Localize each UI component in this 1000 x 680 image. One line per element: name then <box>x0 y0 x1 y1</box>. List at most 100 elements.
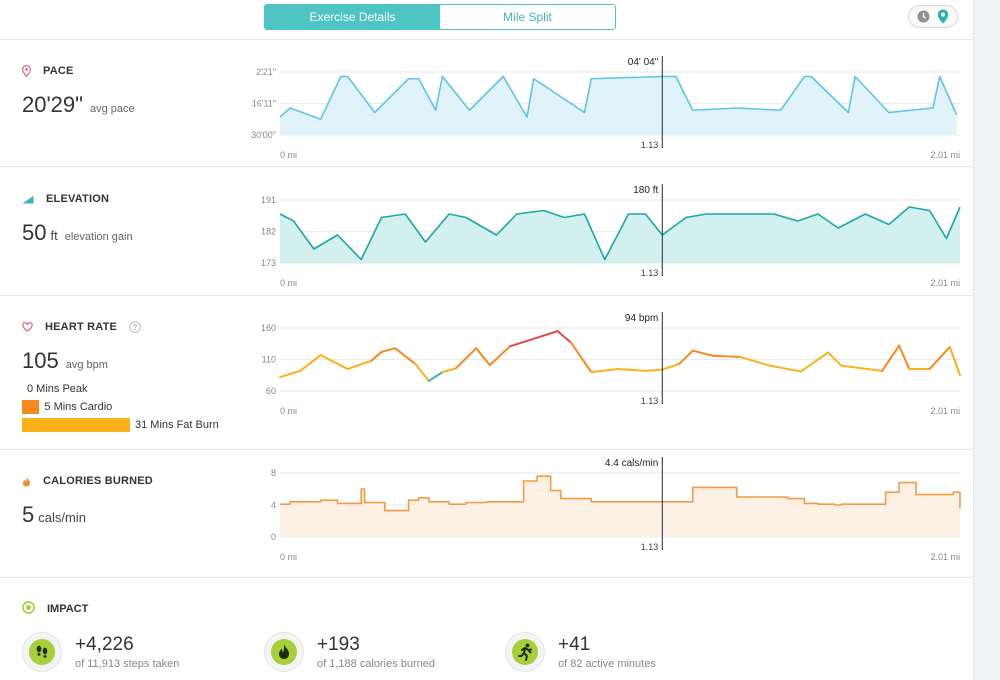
divider <box>0 166 973 167</box>
heart-rate-header: HEART RATE ? <box>22 321 141 333</box>
heart_rate-cursor-x-label: 1.13 <box>641 396 659 406</box>
heart-rate-line-segment <box>881 344 901 372</box>
heart-rate-line-segment <box>370 350 383 362</box>
location-pin-icon <box>22 65 31 77</box>
tab-bar: Exercise Details Mile Split <box>264 4 616 30</box>
flame-icon <box>22 476 31 487</box>
zone-cardio-bar <box>22 400 40 414</box>
calories-impact-sub: of 1,188 calories burned <box>317 658 436 670</box>
heart_rate-y-tick: 160 <box>261 323 276 333</box>
calories-stat: 5 cals/min <box>22 502 86 528</box>
elevation-title: ELEVATION <box>46 193 110 205</box>
heart-rate-line-segment <box>542 330 559 337</box>
map-pin-icon[interactable] <box>937 9 949 24</box>
elevation-x-start: 0 mi <box>280 278 297 288</box>
zone-cardio: 5 Mins Cardio <box>22 398 219 416</box>
clock-icon[interactable] <box>917 10 930 23</box>
heart_rate-x-end: 2.01 mi <box>930 406 960 416</box>
zone-fat-burn-label: 31 Mins Fat Burn <box>135 419 219 431</box>
elevation-stat: 50 ft elevation gain <box>22 220 133 246</box>
zone-fat-burn: 31 Mins Fat Burn <box>22 416 219 434</box>
heart-rate-line-segment <box>319 354 349 370</box>
heart-rate-line-segment <box>769 364 802 373</box>
heart-rate-line-segment <box>441 367 457 374</box>
heart-rate-line-segment <box>488 345 512 367</box>
elevation-header: ELEVATION <box>22 193 109 205</box>
heart-rate-line-segment <box>644 368 664 372</box>
pace-area <box>280 76 957 135</box>
help-icon[interactable]: ? <box>129 321 141 333</box>
heart-rate-line-segment <box>898 344 911 370</box>
pace-y-tick: 30'00" <box>251 130 276 140</box>
heart-icon <box>22 322 33 332</box>
elevation-line <box>279 206 961 261</box>
calories-cursor-label: 4.4 cals/min <box>605 458 658 469</box>
calories-x-start: 0 mi <box>280 552 297 562</box>
elevation-area <box>280 207 960 263</box>
heart_rate-y-tick: 110 <box>262 355 276 365</box>
heart-rate-line-segment <box>928 345 951 370</box>
tab-exercise-details[interactable]: Exercise Details <box>265 5 440 29</box>
heart-rate-line-segment <box>739 355 772 367</box>
pace-title: PACE <box>43 65 74 77</box>
impact-title: IMPACT <box>47 603 89 615</box>
heart-rate-line-segment <box>678 349 694 365</box>
calories-line <box>280 475 961 512</box>
calories-area <box>280 476 960 537</box>
elevation-cursor-x-label: 1.13 <box>641 268 659 278</box>
calories-impact-value: +193 <box>317 634 360 655</box>
heart-rate-line-segment <box>712 354 742 358</box>
pace-value: 20'29" <box>22 92 83 117</box>
footsteps-icon <box>22 632 62 672</box>
impact-steps: +4,226 of 11,913 steps taken <box>22 632 179 672</box>
pace-y-tick: 16'11" <box>252 99 276 109</box>
elevation-x-end: 2.01 mi <box>930 278 960 288</box>
pace-x-end: 2.01 mi <box>930 150 960 160</box>
calories-y-tick: 8 <box>271 468 276 478</box>
active-minutes-sub: of 82 active minutes <box>558 658 656 670</box>
heart-rate-title: HEART RATE <box>45 321 118 333</box>
heart_rate-x-start: 0 mi <box>280 406 297 416</box>
heart-rate-line-segment <box>394 347 417 365</box>
active-minutes-value: +41 <box>558 634 591 655</box>
heart_rate-cursor-label: 94 bpm <box>625 313 658 324</box>
heart-rate-line-segment <box>799 351 830 373</box>
heart-rate-line-segment <box>509 334 545 348</box>
pace-sub: avg pace <box>89 103 135 115</box>
elevation-sub: elevation gain <box>64 231 133 243</box>
runner-icon <box>505 632 545 672</box>
divider <box>0 39 973 40</box>
heart-rate-zones: 0 Mins Peak 5 Mins Cardio 31 Mins Fat Bu… <box>22 380 219 434</box>
divider <box>0 449 973 450</box>
heart-rate-line-segment <box>380 347 397 353</box>
charts-layer: 2'21" 16'11" 30'00" 04' 04" 1.13 0 mi 2.01 mi 1… <box>251 56 961 562</box>
calories-title: CALORIES BURNED <box>43 475 153 487</box>
steps-value: +4,226 <box>75 634 134 655</box>
pace-cursor-label: 04' 04" <box>628 57 659 68</box>
heart-rate-line-segment <box>454 347 478 370</box>
pace-line <box>279 75 958 121</box>
flame-icon <box>264 632 304 672</box>
heart-rate-line-segment <box>569 341 593 374</box>
elevation-y-tick: 182 <box>261 227 276 237</box>
elevation-value: 50 <box>22 220 47 245</box>
heart-rate-line-segment <box>590 367 620 374</box>
scrollbar-track[interactable] <box>973 0 1000 680</box>
calories-unit: cals/min <box>38 510 86 525</box>
heart-rate-line-segment <box>427 371 444 382</box>
elevation-y-tick: 191 <box>261 195 276 205</box>
heart-rate-line-segment <box>299 354 322 372</box>
tab-mile-split[interactable]: Mile Split <box>440 5 615 29</box>
steps-sub: of 11,913 steps taken <box>75 658 180 670</box>
impact-target-icon <box>22 601 35 617</box>
heart_rate-y-tick: 60 <box>266 386 276 396</box>
heart-rate-line-segment <box>414 362 430 382</box>
calories-x-end: 2.01 mi <box>930 552 960 562</box>
heart-rate-sub: avg bpm <box>65 359 108 371</box>
view-toggle[interactable] <box>908 5 958 28</box>
heart-rate-stat: 105 avg bpm <box>22 348 108 374</box>
elevation-cursor-label: 180 ft <box>633 185 658 196</box>
heart-rate-line-segment <box>346 359 373 370</box>
calories-header: CALORIES BURNED <box>22 475 153 487</box>
heart-rate-line-segment <box>475 347 491 367</box>
